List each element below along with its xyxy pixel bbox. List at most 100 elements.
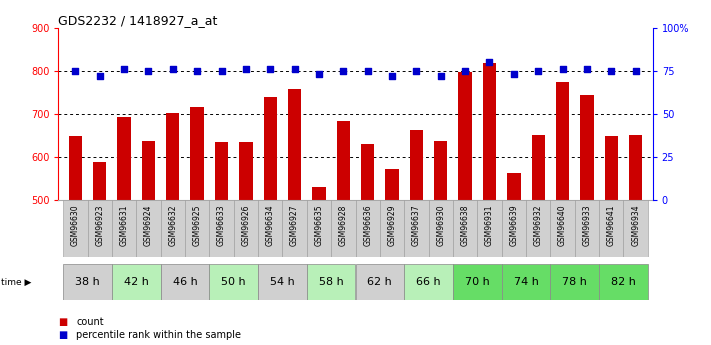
- Bar: [312, 187, 326, 345]
- Point: [581, 66, 592, 72]
- Bar: [599, 200, 624, 257]
- Text: GSM96927: GSM96927: [290, 205, 299, 246]
- Bar: [239, 142, 252, 345]
- Bar: [234, 200, 258, 257]
- Bar: [410, 130, 423, 345]
- Bar: [434, 141, 447, 345]
- Point: [533, 68, 544, 73]
- Point: [143, 68, 154, 73]
- Text: GSM96638: GSM96638: [461, 205, 470, 246]
- Text: ■: ■: [58, 317, 68, 326]
- Text: GSM96637: GSM96637: [412, 205, 421, 246]
- Point: [167, 66, 178, 72]
- Text: GSM96924: GSM96924: [144, 205, 153, 246]
- Text: 78 h: 78 h: [562, 277, 587, 287]
- Bar: [361, 144, 375, 345]
- Bar: [209, 264, 258, 300]
- Bar: [258, 200, 282, 257]
- Text: GSM96631: GSM96631: [119, 205, 129, 246]
- Bar: [604, 136, 618, 345]
- Text: GDS2232 / 1418927_a_at: GDS2232 / 1418927_a_at: [58, 14, 218, 27]
- Text: 62 h: 62 h: [368, 277, 392, 287]
- Bar: [282, 200, 306, 257]
- Bar: [405, 200, 429, 257]
- Text: 82 h: 82 h: [611, 277, 636, 287]
- Bar: [550, 200, 574, 257]
- Bar: [191, 107, 204, 345]
- Text: GSM96934: GSM96934: [631, 205, 640, 246]
- Bar: [336, 121, 350, 345]
- Text: 54 h: 54 h: [270, 277, 295, 287]
- Text: GSM96630: GSM96630: [71, 205, 80, 246]
- Text: GSM96641: GSM96641: [606, 205, 616, 246]
- Point: [70, 68, 81, 73]
- Text: 66 h: 66 h: [416, 277, 441, 287]
- Point: [94, 73, 105, 79]
- Text: 58 h: 58 h: [319, 277, 343, 287]
- Text: ■: ■: [58, 331, 68, 340]
- Bar: [209, 200, 234, 257]
- Bar: [459, 72, 472, 345]
- Point: [557, 66, 568, 72]
- Bar: [166, 112, 179, 345]
- Point: [606, 68, 617, 73]
- Bar: [63, 264, 112, 300]
- Text: GSM96636: GSM96636: [363, 205, 372, 246]
- Bar: [429, 200, 453, 257]
- Point: [508, 71, 520, 77]
- Text: GSM96931: GSM96931: [485, 205, 494, 246]
- Bar: [532, 135, 545, 345]
- Bar: [629, 135, 642, 345]
- Bar: [385, 169, 399, 345]
- Bar: [380, 200, 405, 257]
- Text: GSM96933: GSM96933: [582, 205, 592, 246]
- Bar: [550, 264, 599, 300]
- Point: [191, 68, 203, 73]
- Text: percentile rank within the sample: percentile rank within the sample: [76, 331, 241, 340]
- Bar: [161, 200, 185, 257]
- Text: 50 h: 50 h: [221, 277, 246, 287]
- Bar: [356, 264, 405, 300]
- Bar: [526, 200, 550, 257]
- Bar: [580, 95, 594, 345]
- Text: GSM96926: GSM96926: [241, 205, 250, 246]
- Bar: [112, 264, 161, 300]
- Bar: [507, 173, 520, 345]
- Text: GSM96925: GSM96925: [193, 205, 202, 246]
- Text: GSM96639: GSM96639: [509, 205, 518, 246]
- Point: [483, 59, 495, 65]
- Bar: [574, 200, 599, 257]
- Bar: [599, 264, 648, 300]
- Bar: [185, 200, 209, 257]
- Bar: [264, 98, 277, 345]
- Point: [459, 68, 471, 73]
- Text: GSM96634: GSM96634: [266, 205, 274, 246]
- Bar: [117, 117, 131, 345]
- Bar: [331, 200, 356, 257]
- Text: GSM96640: GSM96640: [558, 205, 567, 246]
- Text: GSM96928: GSM96928: [339, 205, 348, 246]
- Bar: [288, 89, 301, 345]
- Point: [264, 66, 276, 72]
- Bar: [93, 162, 107, 345]
- Text: count: count: [76, 317, 104, 326]
- Point: [289, 66, 300, 72]
- Bar: [556, 81, 570, 345]
- Bar: [624, 200, 648, 257]
- Point: [119, 66, 130, 72]
- Text: GSM96932: GSM96932: [534, 205, 542, 246]
- Point: [240, 66, 252, 72]
- Bar: [141, 141, 155, 345]
- Bar: [87, 200, 112, 257]
- Text: 46 h: 46 h: [173, 277, 198, 287]
- Text: 70 h: 70 h: [465, 277, 490, 287]
- Bar: [161, 264, 209, 300]
- Text: GSM96923: GSM96923: [95, 205, 105, 246]
- Text: 42 h: 42 h: [124, 277, 149, 287]
- Bar: [137, 200, 161, 257]
- Text: GSM96632: GSM96632: [169, 205, 177, 246]
- Text: 74 h: 74 h: [513, 277, 538, 287]
- Point: [362, 68, 373, 73]
- Bar: [405, 264, 453, 300]
- Text: time ▶: time ▶: [1, 277, 31, 287]
